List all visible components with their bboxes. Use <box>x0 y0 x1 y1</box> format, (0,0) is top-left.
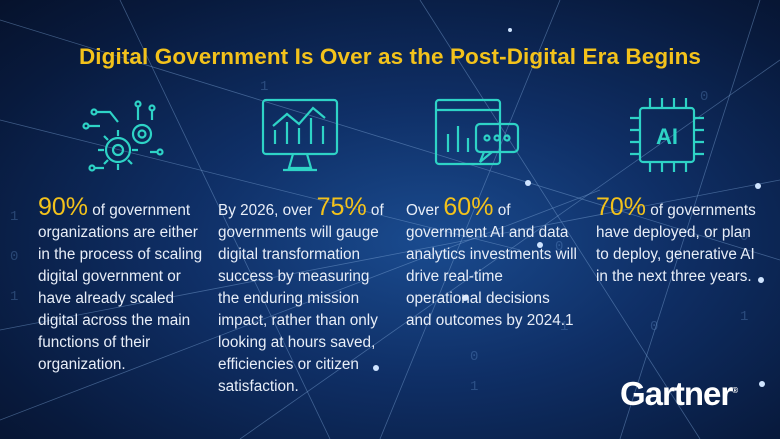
stat-text: of governments will gauge digital transf… <box>218 202 384 395</box>
stat-text: of government organizations are either i… <box>38 202 203 373</box>
svg-text:0: 0 <box>650 319 658 335</box>
logo-text: Gartner <box>620 375 733 412</box>
stat-government-scaling: 90% of government organizations are eith… <box>38 193 210 376</box>
svg-text:1: 1 <box>560 319 568 335</box>
stat-value: 75% <box>316 193 367 221</box>
dashboard-chat-icon <box>434 98 520 166</box>
registered-mark: ® <box>732 386 739 395</box>
svg-text:0: 0 <box>700 89 708 105</box>
stat-lead: By 2026, over <box>218 202 317 219</box>
stat-value: 60% <box>443 193 494 221</box>
stat-value: 90% <box>38 193 89 221</box>
stat-lead: Over <box>406 202 444 219</box>
svg-text:AI: AI <box>656 124 678 149</box>
svg-text:1: 1 <box>10 209 18 225</box>
gears-circuit-icon <box>82 100 164 172</box>
page-title: Digital Government Is Over as the Post-D… <box>78 44 702 69</box>
stat-generative-ai: 70% of governments have deployed, or pla… <box>596 193 766 288</box>
stat-mission-impact: By 2026, over 75% of governments will ga… <box>218 193 394 398</box>
stat-value: 70% <box>596 193 647 221</box>
svg-text:1: 1 <box>260 79 268 95</box>
monitor-chart-icon <box>261 98 339 172</box>
svg-text:1: 1 <box>470 379 478 395</box>
gartner-logo: Gartner® <box>620 375 738 413</box>
svg-text:0: 0 <box>555 239 563 255</box>
svg-text:1: 1 <box>10 289 18 305</box>
stat-text: of government AI and data analytics inve… <box>406 202 577 329</box>
ai-chip-icon: AI <box>630 98 704 172</box>
svg-text:1: 1 <box>740 309 748 325</box>
stat-text: of governments have deployed, or plan to… <box>596 202 756 285</box>
svg-text:0: 0 <box>470 349 478 365</box>
svg-text:0: 0 <box>740 229 748 245</box>
svg-text:0: 0 <box>10 249 18 265</box>
stat-ai-investments: Over 60% of government AI and data analy… <box>406 193 578 332</box>
